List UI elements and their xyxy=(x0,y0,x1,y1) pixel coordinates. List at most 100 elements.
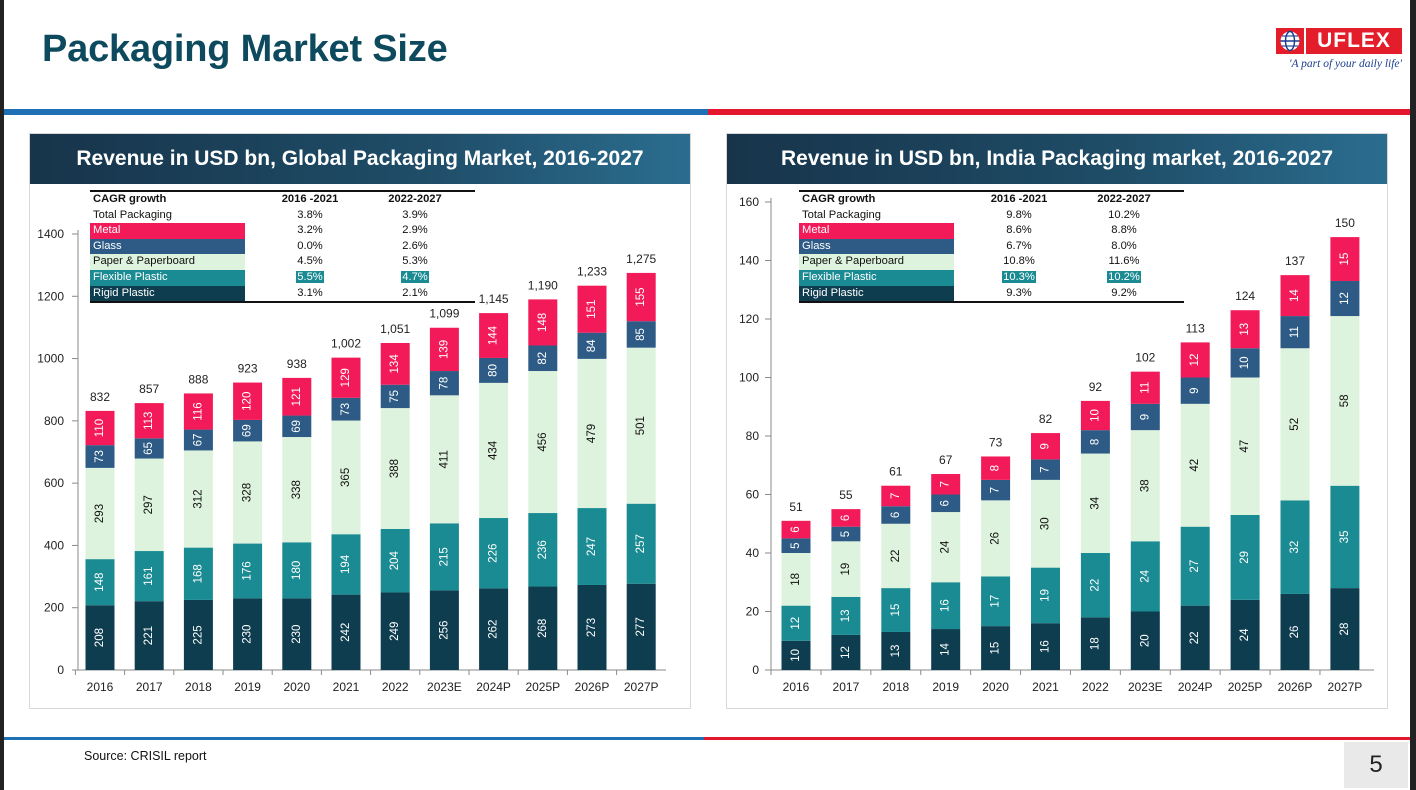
bar-data-label: 134 xyxy=(389,354,401,374)
bar-segment xyxy=(233,598,263,670)
cagr-highlight: 10.3% xyxy=(1002,270,1036,283)
cagr-row: Paper & Paperboard 4.5% 5.3% xyxy=(90,254,475,270)
bar-data-label: 434 xyxy=(488,440,500,460)
bar-segment xyxy=(1080,553,1110,618)
cagr-value-period2: 8.0% xyxy=(1111,239,1137,252)
bar-segment xyxy=(1180,605,1210,670)
bar-data-label: 30 xyxy=(1040,517,1052,530)
bar-data-label: 194 xyxy=(340,554,352,574)
bar-segment xyxy=(881,506,911,524)
india-chart-title: Revenue in USD bn, India Packaging marke… xyxy=(727,134,1387,184)
bar-segment xyxy=(479,382,509,519)
bar-data-label: 67 xyxy=(192,434,204,447)
cagr-spacer xyxy=(245,208,265,224)
cagr-spacer xyxy=(954,191,974,208)
bar-data-label: 69 xyxy=(291,420,303,433)
bar-data-label: 34 xyxy=(1089,496,1101,509)
bar-total-label: 888 xyxy=(188,372,208,386)
bar-data-label: 11 xyxy=(1289,326,1301,338)
bar-data-label: 16 xyxy=(940,599,952,612)
cagr-row: Glass 0.0% 2.6% xyxy=(90,238,475,255)
bar-data-label: 6 xyxy=(890,512,902,518)
cagr-row-label: Paper & Paperboard xyxy=(90,254,245,270)
bar-data-label: 155 xyxy=(635,287,647,306)
cagr-spacer xyxy=(245,223,265,239)
cagr-value-period2: 2.9% xyxy=(402,224,428,237)
x-tick-label: 2020 xyxy=(982,680,1009,694)
bar-data-label: 16 xyxy=(1040,640,1052,653)
cagr-row-label: Flexible Plastic xyxy=(799,269,954,286)
bar-total-label: 150 xyxy=(1335,216,1355,230)
bar-data-label: 35 xyxy=(1339,531,1351,544)
cagr-row: Paper & Paperboard 10.8% 11.6% xyxy=(799,254,1184,270)
bar-data-label: 19 xyxy=(840,563,852,576)
bar-data-label: 121 xyxy=(291,387,303,406)
bar-data-label: 18 xyxy=(790,573,802,586)
x-tick-label: 2019 xyxy=(932,680,959,694)
bar-data-label: 388 xyxy=(389,459,401,478)
x-tick-label: 2018 xyxy=(882,680,909,694)
bar-segment xyxy=(1130,541,1160,612)
bar-data-label: 230 xyxy=(291,625,303,644)
bar-segment xyxy=(282,542,312,599)
cagr-value-period1: 0.0% xyxy=(297,239,323,252)
cagr-spacer xyxy=(954,239,974,255)
bar-total-label: 55 xyxy=(839,488,853,502)
bar-total-label: 124 xyxy=(1235,289,1255,303)
bar-data-label: 29 xyxy=(1239,551,1251,564)
cagr-row-label: Metal xyxy=(90,223,245,239)
cagr-value-period1: 8.6% xyxy=(1006,224,1032,237)
bar-segment xyxy=(1330,316,1360,486)
cagr-header-period2: 2022-2027 xyxy=(388,193,442,205)
bar-data-label: 15 xyxy=(890,604,902,617)
bar-segment xyxy=(429,395,459,524)
bar-data-label: 75 xyxy=(389,390,401,403)
x-tick-label: 2023E xyxy=(1128,680,1163,694)
y-tick-label: 200 xyxy=(44,601,64,615)
bar-data-label: 9 xyxy=(1139,414,1151,420)
bar-data-label: 17 xyxy=(990,595,1002,608)
bar-data-label: 15 xyxy=(990,642,1002,655)
x-tick-label: 2019 xyxy=(234,680,261,694)
x-tick-label: 2025P xyxy=(525,680,560,694)
x-tick-label: 2026P xyxy=(575,680,610,694)
bar-segment xyxy=(1080,453,1110,553)
bar-segment xyxy=(282,437,312,543)
global-chart-title: Revenue in USD bn, Global Packaging Mark… xyxy=(30,134,690,184)
bar-data-label: 22 xyxy=(1089,579,1101,592)
cagr-spacer xyxy=(954,270,974,286)
bar-data-label: 85 xyxy=(635,328,647,341)
cagr-value-period2: 2.1% xyxy=(402,286,428,299)
bar-segment xyxy=(981,479,1011,501)
y-tick-label: 1400 xyxy=(37,227,64,241)
bar-data-label: 22 xyxy=(1189,631,1201,644)
y-tick-label: 160 xyxy=(739,195,759,209)
bar-data-label: 42 xyxy=(1189,459,1201,472)
cagr-row-label: Glass xyxy=(799,238,954,255)
bar-segment xyxy=(429,523,459,591)
cagr-value-period2: 2.6% xyxy=(402,239,428,252)
bar-data-label: 144 xyxy=(488,325,500,345)
bar-total-label: 92 xyxy=(1089,380,1103,394)
cagr-value-period2: 5.3% xyxy=(402,255,428,268)
bar-data-label: 26 xyxy=(990,532,1002,545)
bar-data-label: 12 xyxy=(840,646,852,659)
bar-data-label: 19 xyxy=(1040,589,1052,602)
bar-total-label: 923 xyxy=(238,362,258,376)
bar-data-label: 7 xyxy=(890,493,902,499)
bar-data-label: 13 xyxy=(1239,323,1251,336)
bar-segment xyxy=(282,377,312,416)
bar-data-label: 113 xyxy=(143,412,155,430)
bar-segment xyxy=(577,508,607,585)
bar-segment xyxy=(479,518,509,589)
bar-segment xyxy=(1031,623,1060,670)
cagr-row-label: Total Packaging xyxy=(802,208,881,221)
cagr-row-label: Total Packaging xyxy=(93,208,172,221)
bar-segment xyxy=(528,371,558,514)
y-tick-label: 400 xyxy=(44,538,64,552)
cagr-spacer xyxy=(245,191,265,208)
bar-segment xyxy=(1280,500,1310,594)
bar-total-label: 82 xyxy=(1039,412,1053,426)
bar-total-label: 51 xyxy=(789,500,803,514)
